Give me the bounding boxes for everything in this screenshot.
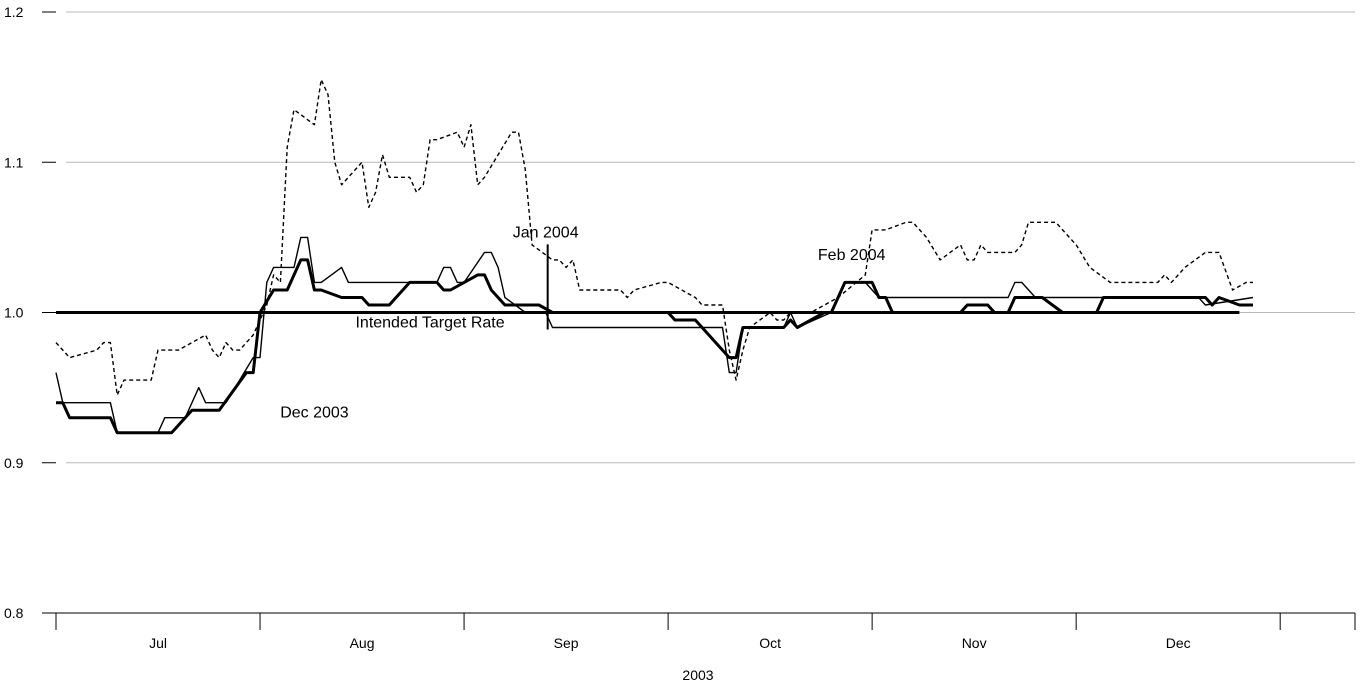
annotation-jan-2004: Jan 2004 [513, 224, 579, 241]
axes: 0.8 0.9 1.0 1.1 1.2 Jul Aug Sep Oct Nov Dec [4, 4, 1356, 651]
y-tick-label: 1.1 [4, 154, 24, 170]
x-tick-label: Jul [149, 635, 167, 651]
gridlines [66, 11, 1355, 464]
annotation-feb-2004: Feb 2004 [818, 247, 886, 264]
y-tick-label: 1.2 [4, 4, 24, 20]
x-tick-label: Sep [554, 635, 579, 651]
y-tick-label: 0.9 [4, 455, 24, 471]
x-tick-label: Nov [962, 635, 987, 651]
series-line-jan-2004 [55, 236, 1254, 434]
x-axis-title: 2003 [682, 667, 713, 683]
annotation-intended-target-rate: Intended Target Rate [355, 315, 504, 332]
x-tick-label: Aug [350, 635, 375, 651]
series-line-feb-2004 [55, 78, 1253, 396]
y-tick-label: 0.8 [4, 605, 24, 621]
annotation-dec-2003: Dec 2003 [280, 405, 349, 422]
x-tick-label: Oct [759, 635, 781, 651]
series-lines [55, 78, 1254, 435]
series-line-dec-2003 [56, 258, 1253, 435]
x-tick-label: Dec [1166, 635, 1191, 651]
annotations: Feb 2004 Jan 2004 Intended Target Rate Dec … [280, 224, 885, 421]
y-tick-label: 1.0 [4, 305, 24, 321]
